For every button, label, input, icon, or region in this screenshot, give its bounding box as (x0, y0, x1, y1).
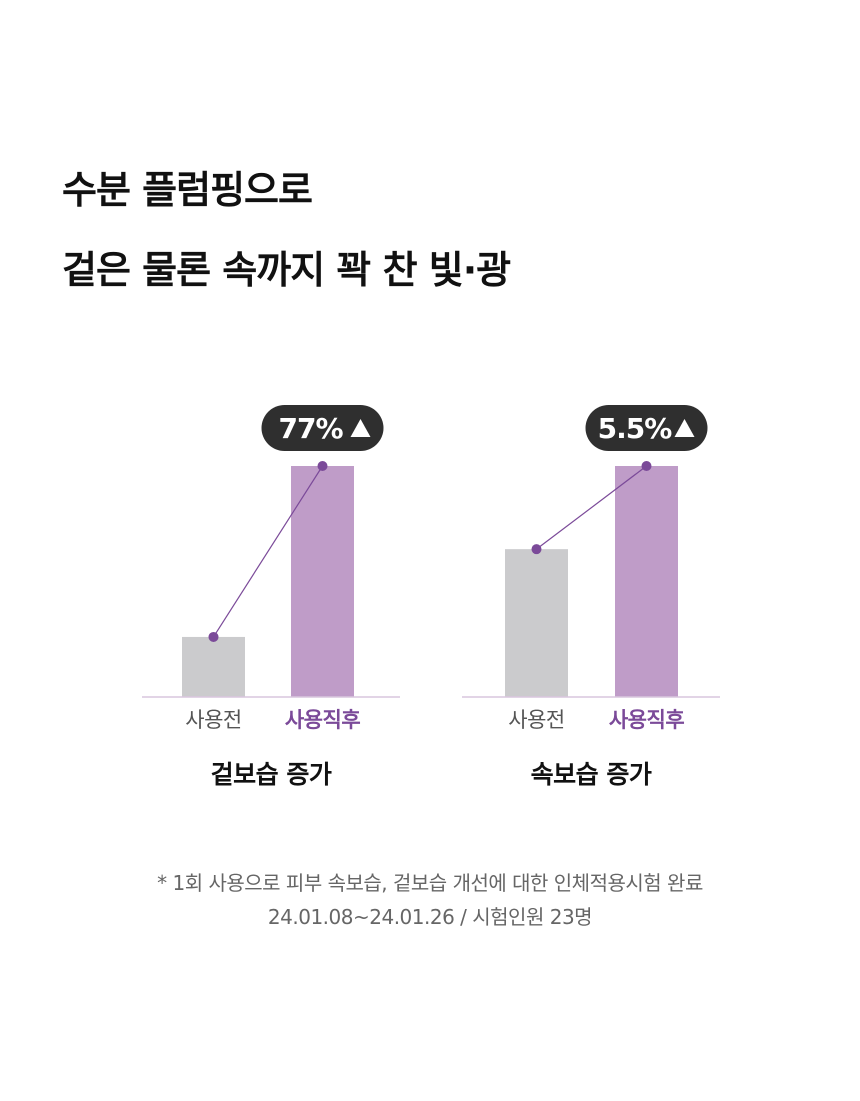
chart-2-point-before (531, 544, 542, 555)
chart-2-badge-value: 5.5% (598, 412, 673, 445)
chart-2-badge (585, 405, 708, 451)
footnote-line-1: * 1회 사용으로 피부 속보습, 겉보습 개선에 대한 인체적용시험 완료 (157, 871, 703, 895)
chart-1-badge (261, 405, 384, 451)
chart-1-category-label-after: 사용직후 (285, 708, 360, 732)
chart-1-point-after (317, 461, 328, 471)
triangle-up-icon (350, 419, 371, 437)
headline: 수분 플럼핑으로 겉은 물론 속까지 꽉 찬 빛·광 (62, 150, 511, 310)
footnote: * 1회 사용으로 피부 속보습, 겉보습 개선에 대한 인체적용시험 완료 2… (0, 866, 860, 934)
triangle-up-icon (674, 419, 695, 437)
chart-2-category-label-after: 사용직후 (609, 708, 684, 732)
chart-1-title: 겉보습 증가 (211, 760, 332, 789)
chart-2-bar-after (615, 466, 678, 697)
chart-1-badge-value: 77% (278, 412, 343, 445)
headline-line-1: 수분 플럼핑으로 (62, 168, 313, 212)
chart-1-point-before (208, 631, 219, 642)
chart-2-title: 속보습 증가 (531, 760, 652, 789)
chart-2-trend-line (536, 465, 647, 550)
footnote-line-2: 24.01.08~24.01.26 / 시험인원 23명 (267, 905, 593, 929)
chart-1-bar-after (291, 466, 354, 697)
chart-2-category-label-before: 사용전 (508, 708, 564, 732)
headline-line-2: 겉은 물론 속까지 꽉 찬 빛·광 (62, 248, 511, 292)
chart-1-bar-before (182, 636, 245, 697)
chart-1-category-label-before: 사용전 (185, 708, 241, 732)
chart-1-trend-line (212, 465, 324, 638)
chart-2-bar-before (505, 549, 568, 697)
chart-2-point-after (641, 461, 652, 471)
